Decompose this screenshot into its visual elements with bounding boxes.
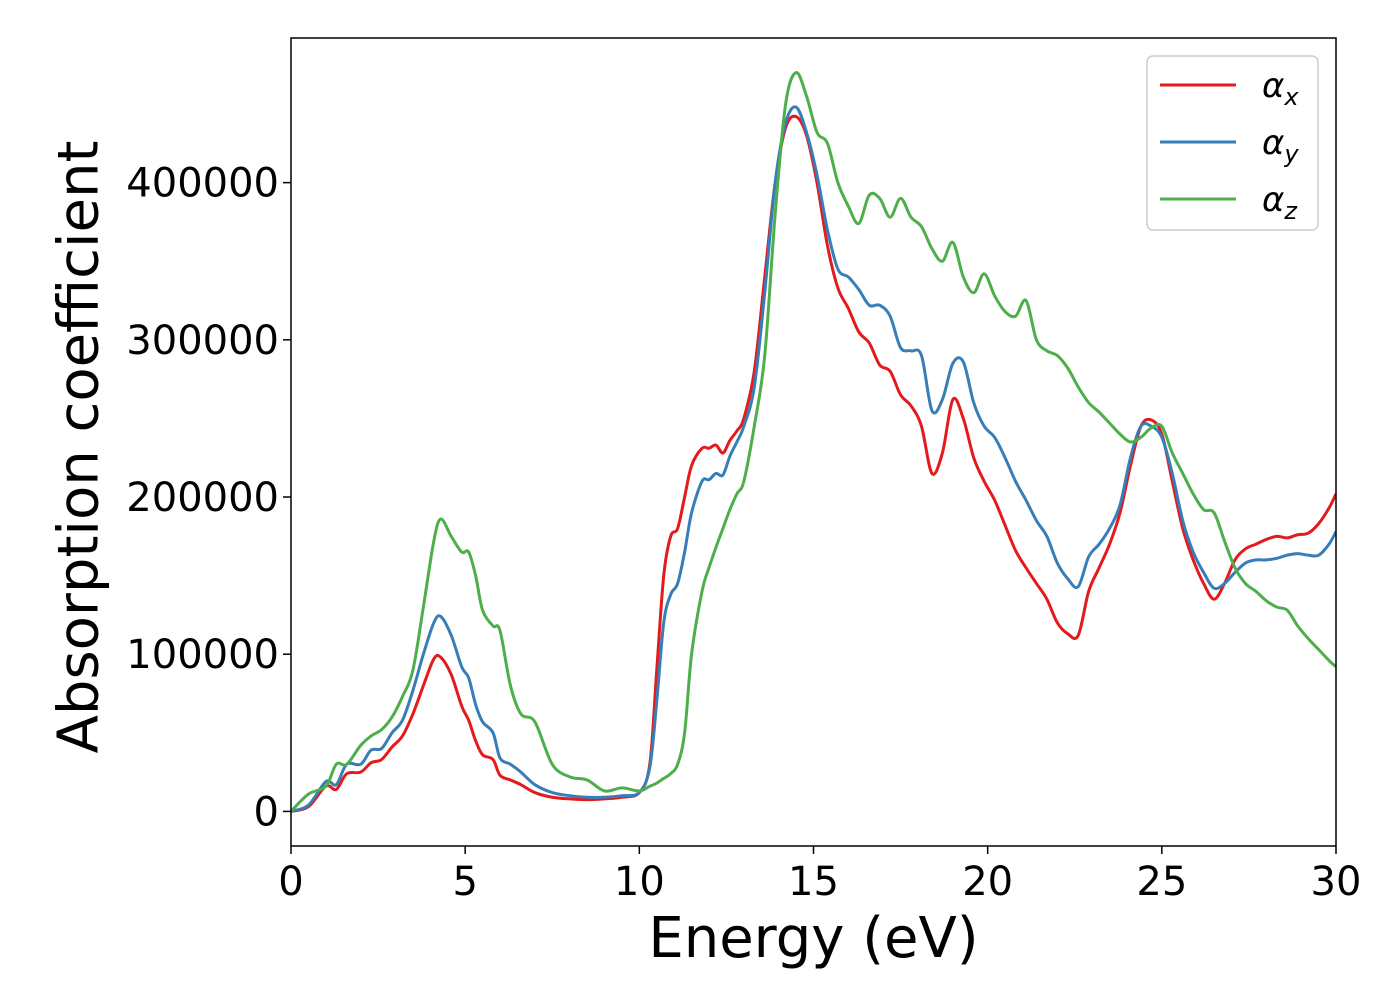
y-tick-label: 400000 xyxy=(126,161,279,207)
x-tick-label: 30 xyxy=(1311,859,1362,905)
legend-label-z: αz xyxy=(1262,180,1298,225)
x-axis-ticks: 0 5 10 15 20 25 30 xyxy=(278,846,1361,905)
y-tick-label: 200000 xyxy=(126,475,279,521)
series-line-z xyxy=(291,71,1336,813)
y-tick-label: 0 xyxy=(254,789,279,835)
x-tick-label: 10 xyxy=(614,859,665,905)
y-axis-title: Absorption coefficient xyxy=(47,141,112,754)
series-lines xyxy=(291,71,1336,813)
y-axis-ticks: 0 100000 200000 300000 400000 xyxy=(126,161,291,835)
x-tick-label: 20 xyxy=(962,859,1013,905)
legend: αx αy αz xyxy=(1146,55,1319,231)
legend-label-x: αx xyxy=(1262,66,1299,111)
x-tick-label: 15 xyxy=(788,859,839,905)
x-tick-label: 0 xyxy=(278,859,303,905)
y-tick-label: 300000 xyxy=(126,318,279,364)
y-tick-label: 100000 xyxy=(126,632,279,678)
x-axis-title: Energy (eV) xyxy=(648,906,978,971)
legend-label-y: αy xyxy=(1262,123,1299,168)
x-tick-label: 25 xyxy=(1136,859,1187,905)
x-tick-label: 5 xyxy=(452,859,477,905)
series-line-y xyxy=(291,105,1336,813)
